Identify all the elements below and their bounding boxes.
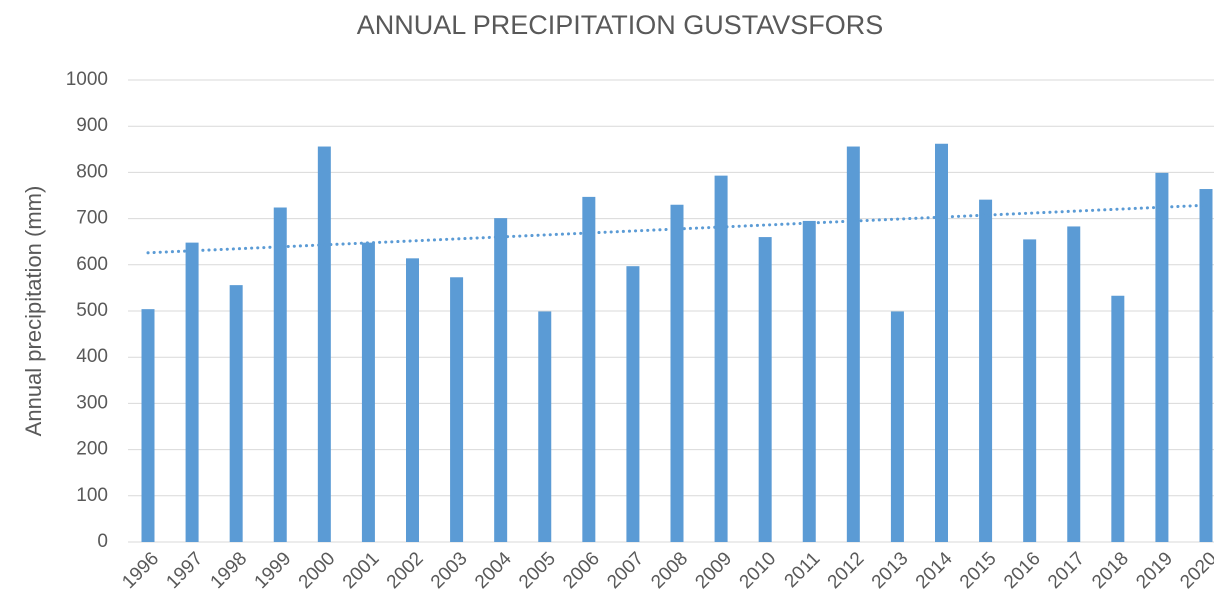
x-tick-label: 1996 — [118, 548, 163, 593]
x-tick-label: 2006 — [559, 548, 604, 593]
trendline — [146, 203, 1208, 255]
x-tick-label: 2012 — [824, 548, 869, 593]
x-tick-label: 2015 — [956, 548, 1001, 593]
x-tick-label: 2004 — [471, 548, 516, 593]
bar — [185, 242, 199, 542]
x-tick-label: 2001 — [339, 548, 384, 593]
x-tick-label: 2009 — [691, 548, 736, 593]
bar — [802, 220, 816, 542]
y-tick-label: 700 — [76, 208, 108, 229]
bar — [141, 309, 155, 542]
y-tick-label: 100 — [76, 485, 108, 506]
y-tick-label: 200 — [76, 439, 108, 460]
bar — [890, 311, 904, 542]
x-tick-label: 2003 — [427, 548, 472, 593]
y-tick-label: 1000 — [66, 69, 108, 90]
bar — [582, 196, 596, 543]
x-tick-label: 1999 — [251, 548, 296, 593]
y-tick-label: 0 — [97, 531, 108, 552]
x-tick-label: 1998 — [207, 548, 252, 593]
x-tick-label: 2016 — [1000, 548, 1045, 593]
y-axis-label: Annual precipitation (mm) — [21, 186, 46, 437]
x-tick-label: 2007 — [603, 548, 648, 593]
x-tick-label: 2020 — [1176, 548, 1214, 593]
bar — [670, 204, 684, 543]
x-tick-label: 2011 — [781, 548, 825, 592]
bar — [714, 175, 728, 542]
bar — [626, 266, 640, 542]
y-tick-label: 500 — [76, 300, 108, 321]
x-tick-label: 2000 — [295, 548, 340, 593]
bar — [846, 146, 860, 542]
bar — [1199, 189, 1213, 543]
bar — [979, 199, 993, 542]
y-tick-label: 800 — [76, 161, 108, 182]
x-tick-label: 2005 — [515, 548, 560, 593]
bar — [317, 146, 331, 542]
x-tick-label: 2002 — [383, 548, 428, 593]
bar — [229, 285, 243, 542]
x-tick-label: 2013 — [868, 548, 913, 593]
bar — [1111, 295, 1125, 542]
y-tick-label: 900 — [76, 115, 108, 136]
x-tick-label: 2018 — [1088, 548, 1133, 593]
bar — [1067, 226, 1081, 543]
bar — [1155, 172, 1169, 542]
y-tick-label: 300 — [76, 392, 108, 413]
x-tick-label: 2010 — [736, 548, 781, 593]
bar — [450, 277, 464, 542]
bar — [1023, 239, 1037, 542]
bar — [406, 258, 419, 542]
y-tick-label: 600 — [76, 254, 108, 275]
bar — [758, 237, 772, 542]
x-tick-label: 2019 — [1132, 548, 1177, 593]
y-tick-label: 400 — [76, 346, 108, 367]
bar — [361, 242, 375, 542]
x-tick-label: 2017 — [1044, 548, 1089, 593]
bar — [273, 207, 287, 542]
bar — [494, 218, 508, 542]
bar — [538, 311, 552, 542]
x-tick-label: 1997 — [162, 548, 207, 593]
bar — [935, 143, 948, 543]
chart-title: ANNUAL PRECIPITATION GUSTAVSFORS — [357, 10, 884, 40]
x-tick-label: 2014 — [912, 548, 957, 593]
x-tick-label: 2008 — [647, 548, 692, 593]
